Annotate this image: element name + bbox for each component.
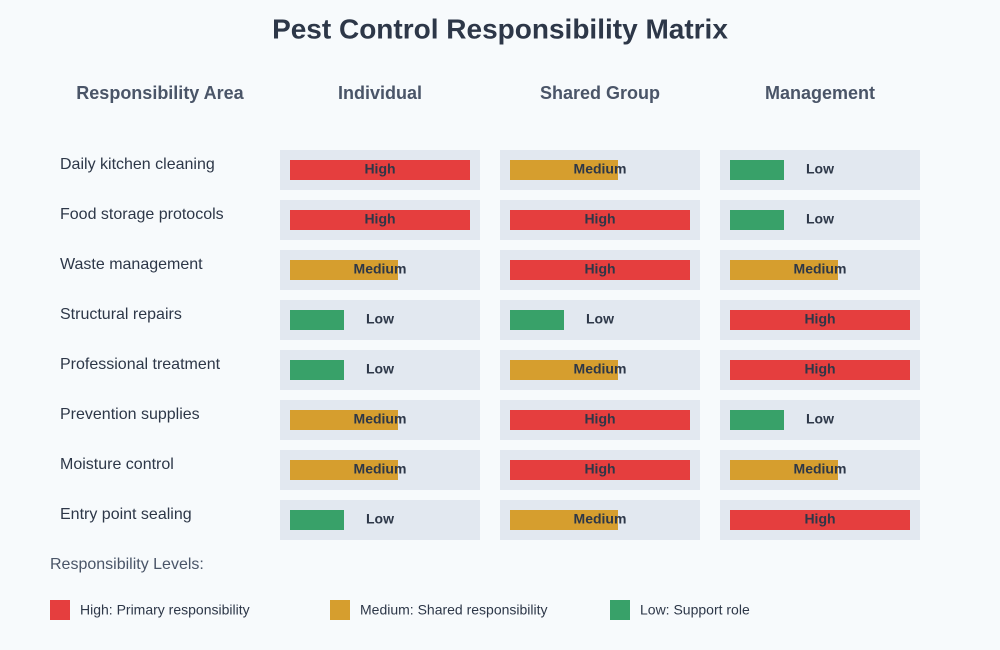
level-label: Low xyxy=(366,311,394,327)
level-bar xyxy=(510,210,690,230)
level-bar xyxy=(290,160,470,180)
level-bar xyxy=(290,310,344,330)
column-header: Responsibility Area xyxy=(76,83,244,103)
row-label: Waste management xyxy=(60,256,203,273)
title: Pest Control Responsibility Matrix xyxy=(272,13,728,44)
row-label: Food storage protocols xyxy=(60,206,224,223)
level-label: Low xyxy=(806,161,834,177)
legend-swatch xyxy=(330,600,350,620)
level-bar xyxy=(290,410,398,430)
level-bar xyxy=(290,360,344,380)
level-bar xyxy=(290,460,398,480)
legend-title: Responsibility Levels: xyxy=(50,556,204,573)
level-label: High xyxy=(364,161,395,177)
level-bar xyxy=(510,310,564,330)
level-label: High xyxy=(584,211,615,227)
level-bar xyxy=(730,510,910,530)
level-label: High xyxy=(584,411,615,427)
level-label: Medium xyxy=(794,261,847,277)
level-bar xyxy=(730,410,784,430)
level-label: Low xyxy=(806,411,834,427)
row-label: Daily kitchen cleaning xyxy=(60,156,215,173)
level-bar xyxy=(730,210,784,230)
level-bar xyxy=(290,210,470,230)
level-label: Medium xyxy=(794,461,847,477)
level-label: Medium xyxy=(574,511,627,527)
level-bar xyxy=(510,160,618,180)
legend-label: Medium: Shared responsibility xyxy=(360,602,548,618)
level-bar xyxy=(290,260,398,280)
level-label: Medium xyxy=(354,461,407,477)
level-label: Medium xyxy=(574,161,627,177)
legend-swatch xyxy=(50,600,70,620)
level-label: High xyxy=(804,511,835,527)
row-label: Prevention supplies xyxy=(60,406,200,423)
level-label: Low xyxy=(366,361,394,377)
row-label: Professional treatment xyxy=(60,356,221,373)
row-label: Structural repairs xyxy=(60,306,182,323)
level-bar xyxy=(730,160,784,180)
level-bar xyxy=(510,360,618,380)
level-label: High xyxy=(804,311,835,327)
legend-label: Low: Support role xyxy=(640,602,750,618)
level-label: Medium xyxy=(574,361,627,377)
level-label: Medium xyxy=(354,261,407,277)
level-label: Low xyxy=(806,211,834,227)
level-label: High xyxy=(584,261,615,277)
level-bar xyxy=(730,460,838,480)
level-bar xyxy=(290,510,344,530)
level-label: Medium xyxy=(354,411,407,427)
row-label: Entry point sealing xyxy=(60,506,192,523)
level-bar xyxy=(510,410,690,430)
column-header: Shared Group xyxy=(540,83,660,103)
level-bar xyxy=(730,310,910,330)
row-label: Moisture control xyxy=(60,456,174,473)
level-label: High xyxy=(364,211,395,227)
level-bar xyxy=(730,360,910,380)
level-bar xyxy=(510,260,690,280)
level-label: High xyxy=(584,461,615,477)
legend-swatch xyxy=(610,600,630,620)
column-header: Individual xyxy=(338,83,422,103)
level-label: Low xyxy=(586,311,614,327)
level-bar xyxy=(510,460,690,480)
level-bar xyxy=(730,260,838,280)
legend-label: High: Primary responsibility xyxy=(80,602,250,618)
level-label: High xyxy=(804,361,835,377)
column-header: Management xyxy=(765,83,875,103)
level-label: Low xyxy=(366,511,394,527)
level-bar xyxy=(510,510,618,530)
